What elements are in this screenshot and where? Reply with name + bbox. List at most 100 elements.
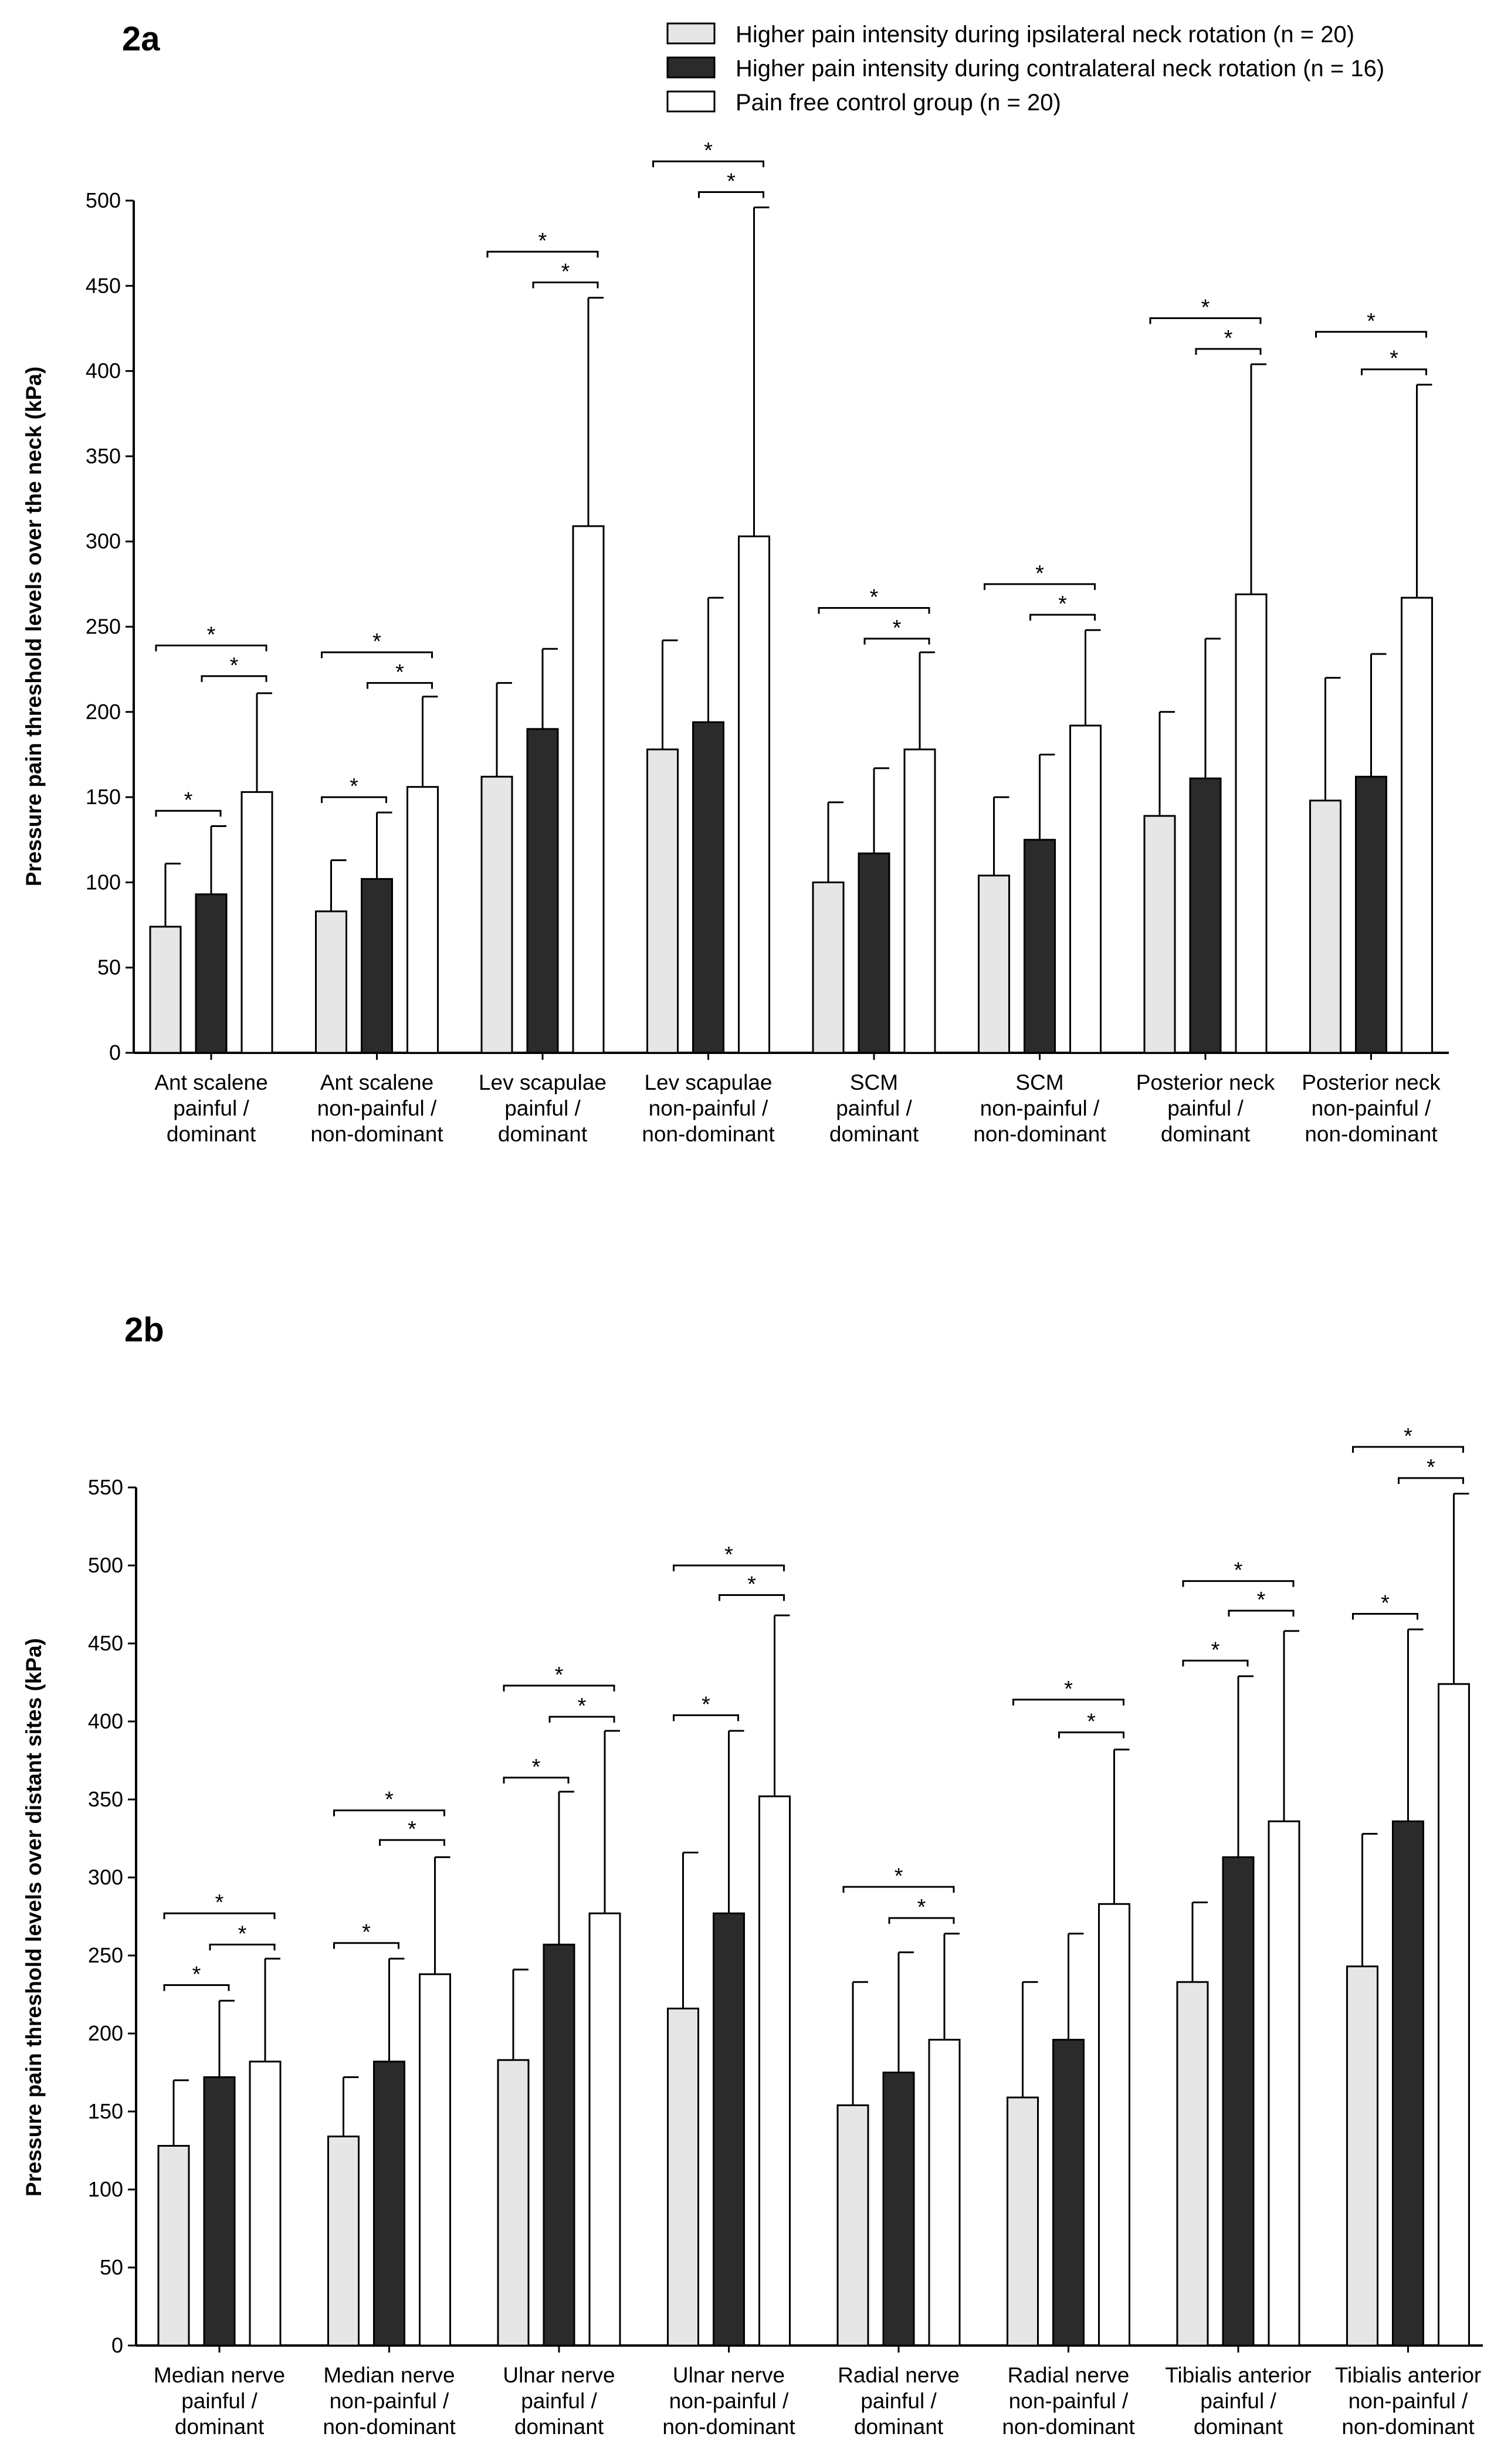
significance-bracket [1352,1446,1464,1453]
significance-star: * [747,1572,756,1597]
bar [419,1973,451,2347]
significance-star: * [362,1920,371,1945]
significance-bracket [1398,1477,1464,1484]
significance-star: * [1381,1591,1390,1615]
bar [1392,1820,1424,2347]
category-label: non-painful / [980,1096,1100,1120]
category-label: dominant [175,2415,265,2439]
bar [812,881,845,1054]
y-tick-label: 350 [88,1787,123,1811]
significance-star: * [532,1755,541,1780]
significance-bracket [321,796,387,804]
significance-bracket [1182,1659,1249,1667]
significance-star: * [704,138,713,163]
category-label: painful / [504,1096,581,1120]
category-label: Ulnar nerve [503,2363,615,2387]
significance-bracket [698,191,764,198]
category-label: dominant [514,2415,604,2439]
bar [572,525,605,1054]
panel-label-2a: 2a [122,20,160,58]
significance-star: * [1367,309,1376,334]
chart-panel-2a: 0 50 100 150 200 250 300 350 400 450 500 Pressure p… [22,138,1449,1146]
significance-star: * [1390,347,1398,371]
bar [667,2007,699,2347]
bar [406,786,439,1054]
bar [1024,839,1056,1054]
category-label: painful / [181,2389,258,2413]
legend: Higher pain intensity during ipsilateral… [666,22,1384,116]
significance-star: * [385,1788,394,1812]
bar [1401,596,1433,1054]
bar [1235,593,1268,1054]
bar [1355,775,1387,1054]
significance-star: * [1087,1710,1096,1734]
category-label: Ulnar nerve [673,2363,785,2387]
significance-star: * [184,788,193,812]
significance-bracket [1315,331,1427,338]
y-tick-label: 350 [86,444,121,468]
bar [1268,1820,1300,2347]
significance-bracket [532,281,599,289]
significance-star: * [1064,1677,1073,1702]
significance-bracket [209,1943,276,1951]
y-tick-label: 50 [97,955,121,980]
significance-star: * [350,774,358,799]
category-label: non-painful / [649,1096,768,1120]
significance-star: * [555,1663,564,1687]
y-tick-label: 250 [88,1943,123,1967]
category-label: non-dominant [1002,2415,1135,2439]
category-label: non-dominant [323,2415,456,2439]
significance-star: * [1035,561,1044,586]
bar [1143,815,1176,1054]
y-tick-label: 100 [88,2177,123,2201]
bar [373,2060,405,2347]
significance-bracket [888,1917,955,1924]
bar [882,2072,915,2347]
y-tick-label: 200 [86,700,121,724]
significance-star: * [1211,1638,1220,1662]
significance-star: * [1257,1588,1266,1612]
legend-label-contralateral: Higher pain intensity during contralater… [736,56,1384,82]
y-tick-label: 100 [86,870,121,894]
category-label: non-dominant [642,1122,775,1146]
y-tick-label: 150 [86,785,121,809]
significance-bracket [379,1839,445,1846]
bar [1222,1856,1255,2347]
significance-star: * [1224,326,1233,351]
bar [526,728,559,1054]
category-label: painful / [1167,1096,1244,1120]
significance-bracket [984,583,1096,590]
significance-star: * [230,653,239,678]
significance-bracket [333,1942,399,1949]
significance-star: * [893,616,902,640]
significance-bracket [201,675,267,682]
bar [149,926,182,1054]
category-label: non-painful / [317,1096,437,1120]
y-axis-title: Pressure pain threshold levels over the … [22,367,46,886]
y-tick-label: 500 [86,188,121,212]
bar [1346,1965,1378,2347]
bar [903,748,936,1054]
bar [713,1912,745,2347]
significance-star: * [538,229,547,253]
bar [315,910,347,1054]
significance-bracket [842,1886,955,1893]
significance-bracket [367,682,433,689]
bar [758,1795,791,2347]
significance-star: * [1234,1558,1243,1583]
y-tick-label: 300 [88,1865,123,1889]
category-label: non-dominant [310,1122,443,1146]
significance-star: * [561,259,570,284]
significance-bracket [155,644,267,652]
category-label: dominant [854,2415,944,2439]
legend-label-ipsilateral: Higher pain intensity during ipsilateral… [736,22,1354,48]
category-label: Median nerve [154,2363,285,2387]
legend-swatch-contralateral [666,56,716,79]
category-label: painful / [860,2389,937,2413]
bar [249,2060,282,2347]
bar [543,1943,575,2347]
bar [195,893,228,1054]
bar [361,878,393,1054]
significance-star: * [207,622,216,647]
bar [240,791,273,1054]
